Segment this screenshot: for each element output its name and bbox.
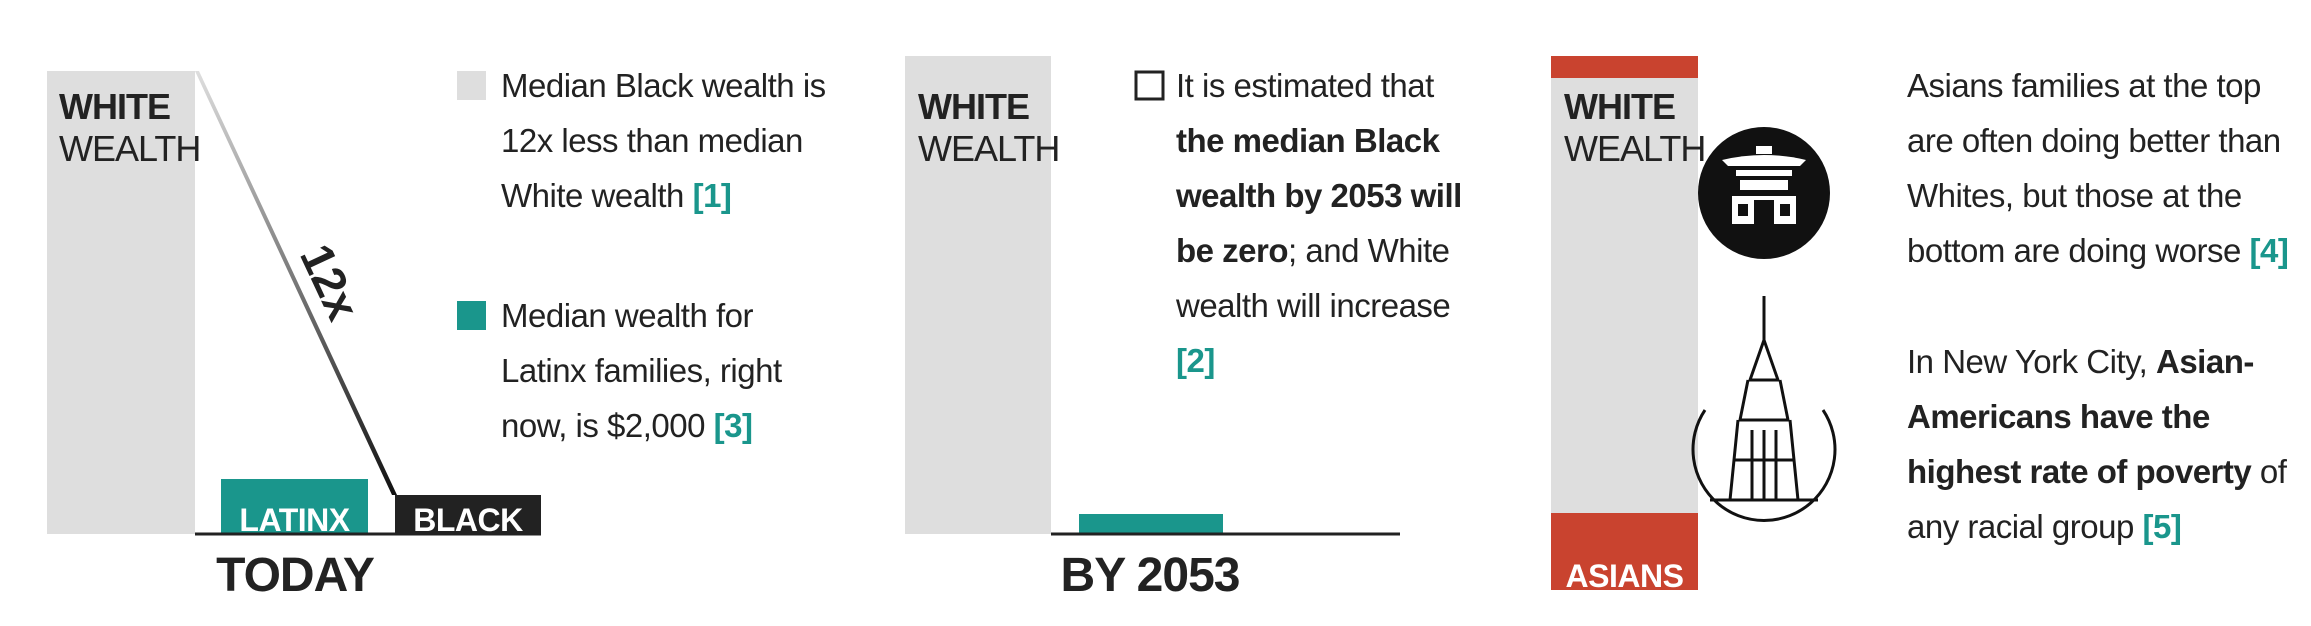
bar-label-line: WHITE (59, 86, 171, 127)
white-bar (47, 71, 195, 534)
bar-label-line: WHITE (1564, 86, 1676, 127)
black-bar (395, 495, 541, 534)
note: Median Black wealth is 12x less than med… (501, 58, 831, 223)
pagoda-icon (1698, 127, 1830, 259)
bar-label: LATINX (239, 502, 350, 534)
note-text: ; and White wealth will increase (1176, 232, 1451, 324)
note: It is estimated that the median Black we… (1176, 58, 1476, 388)
note-text: It is estimated that (1176, 67, 1434, 104)
skyscraper-icon (1691, 296, 1837, 522)
checkbox (1134, 70, 1165, 101)
latinx-bar (221, 479, 368, 534)
reference: [5] (2142, 508, 2182, 545)
bar-label-line: WEALTH (1564, 128, 1706, 169)
reference: [2] (1176, 342, 1215, 379)
bar-label-line: WHITE (918, 86, 1030, 127)
ratio-line (195, 71, 397, 495)
bar-label: ASIANS (1565, 558, 1684, 590)
reference: [4] (2249, 232, 2289, 269)
note-text: In New York City, (1907, 343, 2156, 380)
note-text: of any racial group (1907, 453, 2287, 545)
reference: [1] (692, 177, 732, 214)
legend-swatch (457, 301, 486, 330)
caption: TODAY (216, 549, 375, 602)
note-text: Asians families at the top are often doi… (1907, 67, 2281, 269)
note: Median wealth for Latinx families, right… (501, 288, 831, 453)
asian-bottom-bar (1551, 513, 1698, 590)
bar-label-line: WEALTH (59, 128, 201, 169)
caption: BY 2053 (1060, 549, 1241, 602)
bar-label: WHITE WEALTH (1564, 86, 1706, 170)
black-bar-2053 (1079, 514, 1223, 534)
note-text: Median wealth for Latinx families, right… (501, 297, 782, 444)
bar-label: WHITE WEALTH (59, 86, 201, 170)
bar-label-line: WEALTH (918, 128, 1060, 169)
note-bold: the median Black wealth by 2053 will be … (1176, 122, 1462, 269)
asian-top-bar (1551, 56, 1698, 78)
note: Asians families at the top are often doi… (1907, 58, 2307, 278)
white-bar (1551, 56, 1698, 590)
note-bold: Asian-Americans have the highest rate of… (1907, 343, 2254, 490)
reference: [3] (713, 407, 753, 444)
legend-swatch (457, 71, 486, 100)
bar-label: WHITE WEALTH (918, 86, 1060, 170)
bar-label: BLACK (413, 502, 523, 534)
note-text: Median Black wealth is 12x less than med… (501, 67, 826, 214)
white-bar (905, 56, 1051, 534)
note: In New York City, Asian-Americans have t… (1907, 334, 2307, 554)
